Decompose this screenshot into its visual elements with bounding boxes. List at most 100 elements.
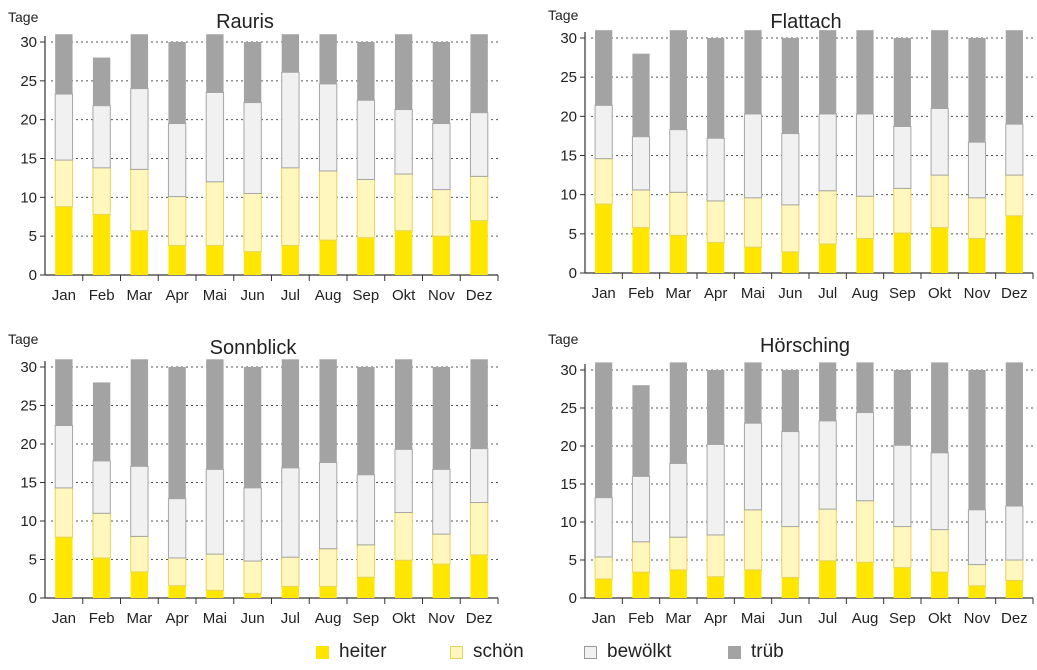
x-tick-label: Dez: [1001, 610, 1028, 627]
bar-bewoelkt-mar: [130, 465, 149, 537]
bar-bewoelkt-jun: [243, 102, 262, 194]
bar-bewoelkt-jan: [54, 93, 74, 161]
x-tick-label: Dez: [466, 610, 493, 627]
chart-title: Rauris: [216, 11, 274, 33]
bar-trueb-apr: [707, 370, 725, 445]
bar-heiter-dez: [1005, 215, 1023, 273]
bar-trueb-jun: [243, 42, 262, 103]
bar-heiter-feb: [632, 572, 650, 598]
y-axis-label: Tage: [548, 7, 579, 23]
chart-1: Rauris Tage 0 5 10 15 20 25 30 Jan Feb Mar Apr Mai Jun…: [8, 9, 499, 304]
bar-heiter-mai: [744, 569, 762, 598]
bar-schoen-apr: [706, 534, 725, 578]
x-tick-label: Feb: [89, 610, 115, 627]
bar-trueb-jun: [781, 370, 799, 432]
x-tick-label: Jan: [52, 610, 76, 627]
x-tick-label: Sep: [353, 287, 380, 304]
bar-schoen-jun: [781, 526, 800, 578]
x-tick-label: Nov: [964, 285, 991, 302]
bar-trueb-dez: [1005, 30, 1023, 125]
bar-bewoelkt-sep: [893, 126, 912, 189]
bar-heiter-jul: [281, 586, 300, 598]
legend-label-bewoelkt: bewölkt: [607, 641, 672, 662]
x-tick-label: Jul: [818, 285, 837, 302]
bar-trueb-okt: [931, 362, 949, 453]
x-tick-label: Feb: [628, 610, 654, 627]
bar-schoen-mai: [743, 197, 763, 248]
bar-trueb-dez: [1005, 362, 1023, 507]
bar-schoen-feb: [92, 512, 111, 559]
y-tick-label: 20: [20, 436, 37, 453]
bar-trueb-feb: [92, 382, 111, 461]
bar-trueb-jul: [819, 362, 837, 421]
bar-bewoelkt-mai: [205, 468, 225, 555]
x-tick-label: Jun: [778, 610, 802, 627]
bar-bewoelkt-jul: [818, 113, 837, 192]
bar-bewoelkt-aug: [318, 461, 338, 550]
y-tick-label: 10: [20, 189, 37, 206]
bar-trueb-okt: [394, 34, 413, 110]
x-tick-label: Nov: [428, 287, 455, 304]
bar-trueb-apr: [168, 42, 186, 124]
x-tick-label: Mar: [665, 285, 691, 302]
y-tick-label: 5: [29, 228, 37, 245]
bar-trueb-feb: [632, 385, 650, 477]
bar-heiter-mar: [669, 235, 687, 273]
bar-bewoelkt-nov: [967, 141, 987, 199]
bar-schoen-okt: [394, 512, 413, 561]
bar-schoen-mai: [205, 553, 225, 591]
bar-bewoelkt-feb: [92, 105, 111, 169]
bar-heiter-mai: [744, 247, 762, 273]
bar-trueb-feb: [632, 53, 650, 137]
x-tick-label: Aug: [315, 287, 342, 304]
bar-bewoelkt-feb: [631, 475, 651, 543]
x-tick-label: Jan: [592, 610, 616, 627]
x-tick-label: Okt: [928, 610, 952, 627]
x-tick-label: Apr: [704, 285, 727, 302]
y-tick-label: 30: [20, 34, 37, 51]
bar-trueb-jul: [819, 30, 837, 114]
bar-heiter-apr: [707, 242, 725, 273]
bar-schoen-apr: [167, 196, 187, 246]
bar-schoen-apr: [706, 200, 725, 243]
x-tick-label: Sep: [889, 610, 916, 627]
bar-heiter-jun: [781, 251, 799, 273]
bar-schoen-nov: [967, 564, 987, 587]
bar-schoen-jan: [594, 556, 613, 580]
y-tick-label: 15: [560, 476, 577, 493]
bar-heiter-jul: [819, 560, 837, 598]
bar-schoen-mai: [205, 181, 225, 246]
bar-bewoelkt-okt: [930, 452, 949, 531]
bar-schoen-okt: [930, 174, 949, 229]
bar-bewoelkt-okt: [394, 448, 413, 514]
bar-trueb-jan: [595, 362, 613, 498]
bar-schoen-sep: [356, 178, 376, 239]
bar-schoen-dez: [469, 175, 489, 222]
bar-heiter-apr: [168, 245, 186, 275]
x-tick-label: Jul: [281, 287, 300, 304]
bar-heiter-sep: [357, 577, 375, 598]
bar-schoen-aug: [855, 500, 875, 563]
bar-bewoelkt-jan: [594, 104, 613, 160]
x-tick-label: Aug: [852, 285, 879, 302]
bar-bewoelkt-mai: [205, 91, 225, 183]
bar-bewoelkt-nov: [432, 468, 451, 535]
bar-schoen-jun: [243, 560, 262, 594]
x-tick-label: Okt: [392, 610, 416, 627]
bar-heiter-aug: [319, 240, 337, 275]
legend-item-trueb: trüb: [728, 641, 784, 663]
bar-bewoelkt-okt: [394, 109, 413, 175]
bar-bewoelkt-dez: [1005, 123, 1024, 176]
bar-schoen-okt: [394, 173, 413, 232]
bar-heiter-mai: [206, 590, 224, 598]
bar-trueb-aug: [319, 359, 337, 463]
bar-heiter-okt: [394, 560, 413, 598]
x-tick-label: Mar: [665, 610, 691, 627]
bar-trueb-aug: [856, 362, 874, 413]
bar-schoen-feb: [631, 189, 651, 229]
bar-heiter-jan: [55, 537, 73, 598]
bar-bewoelkt-feb: [92, 460, 111, 514]
bar-schoen-aug: [318, 548, 338, 587]
bar-trueb-feb: [92, 57, 111, 106]
bar-heiter-jan: [55, 206, 73, 275]
